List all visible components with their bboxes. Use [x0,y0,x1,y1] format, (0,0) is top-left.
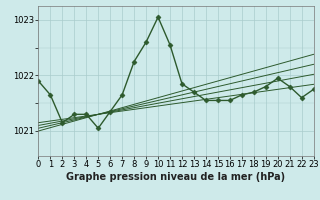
X-axis label: Graphe pression niveau de la mer (hPa): Graphe pression niveau de la mer (hPa) [67,172,285,182]
